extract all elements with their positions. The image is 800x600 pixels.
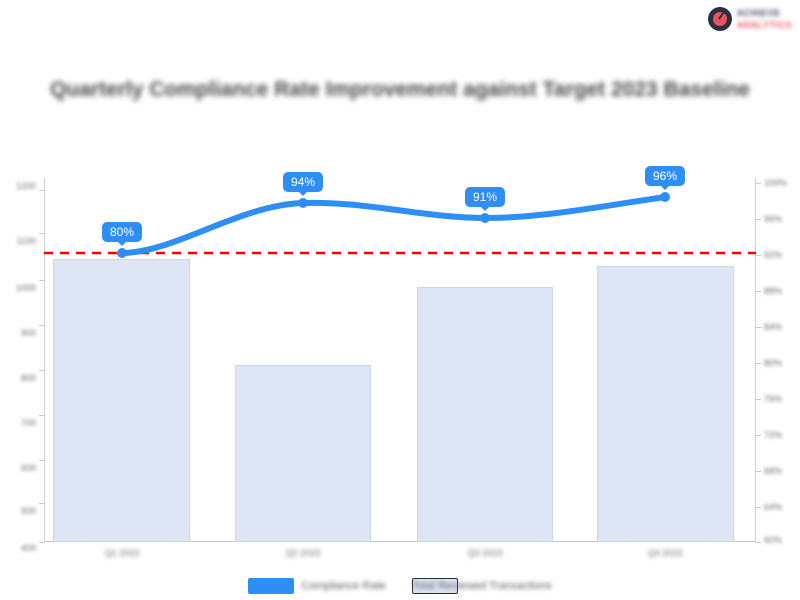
y-label-left: 600 <box>20 463 36 473</box>
y-label-right: 88% <box>764 286 783 296</box>
plot-area: 1200 1100 1000 900 800 700 600 500 400 1… <box>16 166 787 558</box>
y-label-left: 1100 <box>16 236 36 246</box>
y-axis-left-line <box>44 178 45 542</box>
y-tick-right <box>756 255 761 256</box>
bar-q2[interactable] <box>235 365 371 542</box>
compliance-rate-line[interactable] <box>119 194 668 256</box>
bar-q1[interactable] <box>53 259 190 542</box>
y-label-right: 68% <box>764 466 783 476</box>
y-tick-left <box>39 415 44 416</box>
x-label-q1: Q1 2023 <box>104 548 140 558</box>
y-label-right: 92% <box>764 250 783 260</box>
y-tick-left <box>39 280 44 281</box>
legend-item-transactions[interactable]: Total Reviewed Transactions <box>411 578 552 594</box>
y-label-left: 900 <box>20 328 36 338</box>
y-tick-right <box>756 542 761 543</box>
y-tick-right <box>756 219 761 220</box>
y-tick-right <box>756 471 761 472</box>
legend-label-transactions: Total Reviewed Transactions <box>411 580 552 592</box>
bar-q3[interactable] <box>417 287 553 542</box>
point-q3[interactable] <box>480 213 490 223</box>
data-label-q3: 91% <box>464 187 506 211</box>
y-tick-right <box>756 435 761 436</box>
data-label-q4: 96% <box>644 166 686 190</box>
y-label-left: 500 <box>20 506 36 516</box>
bar-q4[interactable] <box>597 266 734 542</box>
x-axis-line <box>44 541 756 542</box>
y-label-left: 800 <box>20 373 36 383</box>
y-tick-right <box>756 291 761 292</box>
logo-wordmark: ACHIEVE ANALYTICS <box>737 8 792 30</box>
y-label-right: 76% <box>764 394 783 404</box>
data-label-q1: 80% <box>101 222 143 246</box>
point-q1[interactable] <box>117 248 127 258</box>
y-tick-left <box>39 233 44 234</box>
y-label-left: 1200 <box>15 181 36 191</box>
y-tick-left <box>39 370 44 371</box>
target-circle-icon <box>707 7 732 31</box>
logo-line-1: ACHIEVE <box>736 8 781 18</box>
logo-line-2: ANALYTICS <box>736 20 792 30</box>
legend-label-compliance-rate: Compliance Rate <box>301 580 386 592</box>
y-label-left: 700 <box>20 418 36 428</box>
point-q2[interactable] <box>298 198 308 208</box>
x-label-q2: Q2 2023 <box>285 548 321 558</box>
y-tick-right <box>756 183 761 184</box>
y-label-right: 96% <box>764 214 783 224</box>
y-tick-left <box>39 190 44 191</box>
y-label-right: 80% <box>764 358 783 368</box>
legend-swatch-line-icon <box>248 578 295 594</box>
y-axis-right-line <box>755 178 756 542</box>
chart-legend: Compliance Rate Total Reviewed Transacti… <box>0 578 800 594</box>
y-label-right: 72% <box>764 430 783 440</box>
y-label-right: 84% <box>764 322 783 332</box>
brand-logo: ACHIEVE ANALYTICS <box>707 4 792 34</box>
x-label-q3: Q3 2023 <box>467 548 503 558</box>
y-tick-right <box>756 327 761 328</box>
y-tick-left <box>39 460 44 461</box>
chart-title: Quarterly Compliance Rate Improvement ag… <box>50 78 750 101</box>
y-label-right: 64% <box>764 502 783 512</box>
legend-swatch-bar-icon <box>411 578 458 594</box>
data-label-q2: 94% <box>282 172 324 196</box>
y-tick-left <box>39 325 44 326</box>
y-tick-right <box>756 363 761 364</box>
y-label-left: 1000 <box>15 283 36 293</box>
y-tick-right <box>756 507 761 508</box>
y-label-left: 400 <box>20 543 36 553</box>
y-tick-left <box>39 503 44 504</box>
y-label-right: 100% <box>764 178 788 188</box>
y-tick-left <box>39 542 44 543</box>
legend-item-compliance-rate[interactable]: Compliance Rate <box>248 578 386 594</box>
point-q4[interactable] <box>660 192 670 202</box>
x-label-q4: Q4 2023 <box>647 548 683 558</box>
series-layer <box>44 192 756 258</box>
y-label-right: 60% <box>764 535 783 545</box>
y-tick-right <box>756 399 761 400</box>
